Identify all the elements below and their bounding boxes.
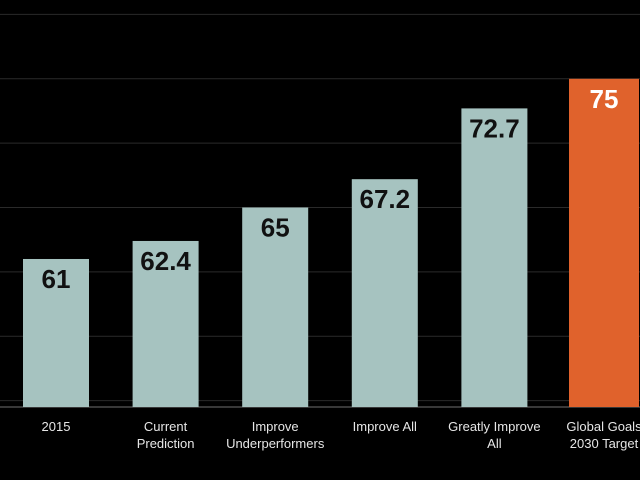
category-tick-label: Prediction <box>137 436 195 451</box>
category-tick-label: 2015 <box>42 419 71 434</box>
bar <box>569 78 639 408</box>
bar-value-label: 61 <box>42 264 71 294</box>
bar <box>461 108 528 407</box>
category-tick-label: Greatly Improve <box>448 419 540 434</box>
gridlines <box>0 13 640 408</box>
category-tick-label: Improve All <box>353 419 417 434</box>
category-tick-label: Underperformers <box>226 436 325 451</box>
bar <box>132 240 199 407</box>
bar-value-label: 67.2 <box>359 184 410 214</box>
bar <box>351 179 418 407</box>
bar <box>23 258 89 407</box>
category-tick-label: 2030 Target <box>570 436 639 451</box>
category-labels: 2015 Current Prediction Improve Underperform… <box>42 419 640 451</box>
bar-value-label: 65 <box>261 213 290 243</box>
bar <box>242 207 309 407</box>
bars: 61 62.4 65 67.2 72.7 75 <box>23 78 639 408</box>
bar-value-label: 62.4 <box>140 246 191 276</box>
category-tick-label: All <box>487 436 502 451</box>
category-tick-label: Improve <box>252 419 299 434</box>
category-tick-label: Global Goals <box>566 419 640 434</box>
category-tick-label: Current <box>144 419 188 434</box>
bar-value-label: 72.7 <box>469 113 520 143</box>
bar-value-label: 75 <box>590 84 619 114</box>
